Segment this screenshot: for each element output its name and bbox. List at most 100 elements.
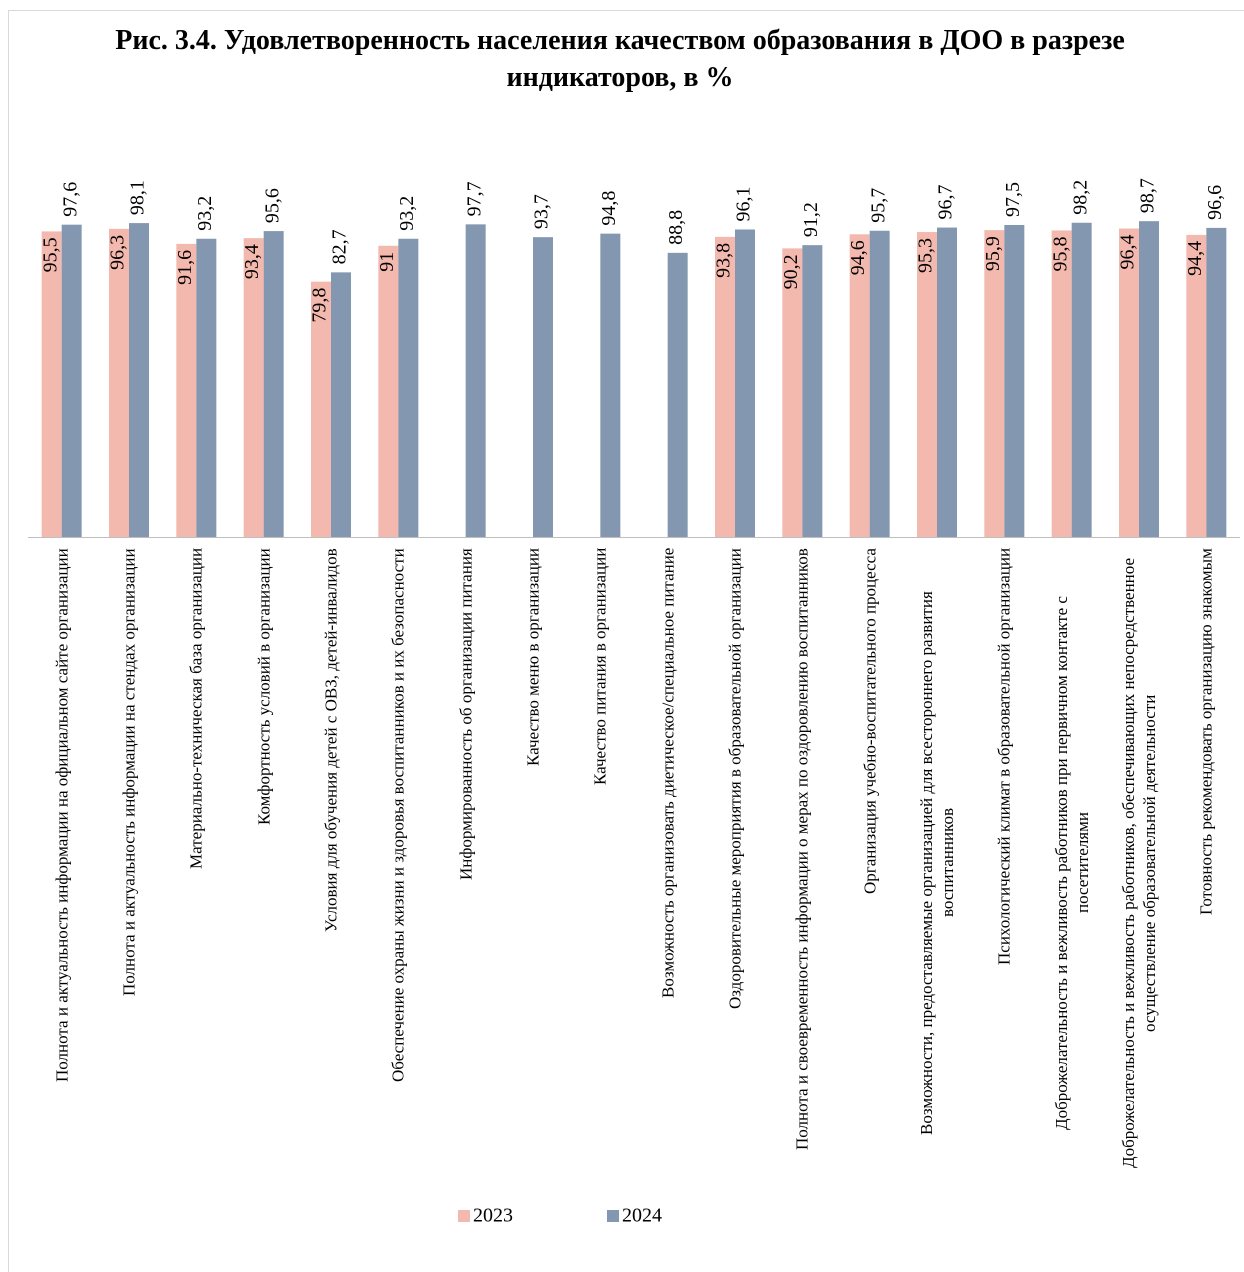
bar [243,238,264,537]
x-tick-label: Обеспечение охраны жизни и здоровья восп… [388,548,409,1178]
legend-swatch [607,1210,619,1222]
bar [1186,234,1207,538]
bar [1206,227,1227,537]
data-label: 91,6 [174,250,196,285]
data-label: 93,7 [531,194,553,229]
x-tick-label: Полнота и актуальность информации на сте… [119,548,140,1178]
bar [1139,221,1159,537]
data-label: 97,7 [463,181,485,216]
x-tick-label: Полнота и актуальность информации на офи… [51,548,72,1178]
x-tick-label: Готовность рекомендовать организацию зна… [1196,548,1217,1178]
x-tick-label-text: Доброжелательность и вежливость работник… [1119,557,1159,1169]
data-label: 97,5 [1002,182,1024,217]
bar [331,272,351,537]
x-tick-label-text: Качество питания в организации [590,548,610,786]
x-tick-label-text: Полнота и актуальность информации на сте… [119,548,139,996]
data-label: 95,9 [982,236,1004,271]
x-tick-label: Организация учебно-воспитательного проце… [859,548,880,1178]
x-tick-label-text: Комфортность условий в организации [254,548,274,825]
data-label: 93,2 [194,196,216,231]
data-label: 95,7 [867,188,889,223]
data-label: 98,2 [1069,180,1091,215]
data-label: 98,7 [1137,178,1159,213]
x-tick-label-text: Возможность организовать диетическое/спе… [658,548,678,999]
x-tick-label: Психологический климат в образовательной… [994,548,1015,1178]
bar [1119,228,1139,537]
x-tick-label: Качество меню в организации [523,548,544,1178]
bar [311,281,331,537]
data-label: 94,6 [847,240,869,275]
x-tick-label-text: Психологический климат в образовательной… [994,548,1014,966]
x-tick-label: Материально-техническая база организации [186,548,207,1178]
x-tick-label-text: Материально-техническая база организации [186,548,206,870]
bar [196,238,217,537]
legend-label: 2024 [622,1205,662,1227]
data-label: 91,2 [800,202,822,237]
bar [984,230,1005,537]
bar [41,231,62,537]
bar [129,223,149,537]
data-label: 94,4 [1184,241,1206,276]
x-tick-label: Информированность об организации питания [455,548,476,1178]
x-tick-label: Оздоровительные мероприятия в образовате… [725,548,746,1178]
data-label: 98,1 [127,180,149,215]
bar [61,224,82,537]
x-tick-label-text: Оздоровительные мероприятия в образовате… [725,548,745,1009]
chart-title: Рис. 3.4. Удовлетворенность населения ка… [115,25,1125,93]
data-label: 95,6 [261,188,283,223]
data-label: 82,7 [329,229,351,264]
x-tick-label: Возможность организовать диетическое/спе… [657,548,678,1178]
data-label: 90,2 [780,254,802,289]
bar [263,231,284,537]
x-tick-label-text: Условия для обучения детей с ОВЗ, детей-… [321,548,341,932]
x-tick-label: Доброжелательность и вежливость работник… [1118,548,1160,1178]
bar [849,234,870,537]
x-tick-label: Возможности, предоставляемые организацие… [916,548,958,1178]
data-label: 88,8 [665,210,687,245]
data-label: 96,7 [935,185,957,220]
bar [715,236,735,537]
data-label: 97,6 [59,182,81,217]
x-tick-label-text: Доброжелательность и вежливость работник… [1051,596,1092,1130]
bar [533,237,553,537]
data-label: 95,5 [39,237,61,272]
bar [869,230,890,537]
bar [109,228,129,537]
data-label: 79,8 [309,288,331,323]
legend-label: 2023 [473,1205,513,1227]
bar [937,227,957,537]
data-label: 93,8 [713,243,735,278]
bar [735,229,755,538]
bar [398,238,419,537]
bar [1051,230,1072,537]
x-tick-label-text: Полнота и актуальность информации на офи… [52,548,72,1082]
x-tick-label: Качество питания в организации [590,548,611,1178]
data-label: 94,8 [598,191,620,226]
chart-border [8,10,1244,1272]
data-label: 93,4 [241,244,263,279]
bar [917,232,937,538]
bar [802,245,823,537]
bar [600,233,621,537]
bar [1071,222,1092,537]
x-tick-label-text: Информированность об организации питания [456,548,476,880]
bar [782,248,803,538]
x-tick-label: Условия для обучения детей с ОВЗ, детей-… [321,548,342,1178]
x-tick-label: Полнота и своевременность информации о м… [792,548,813,1178]
x-tick-label-text: Обеспечение охраны жизни и здоровья восп… [388,548,408,1082]
data-label: 96,4 [1117,235,1139,270]
data-label: 93,2 [396,196,418,231]
data-label: 95,8 [1049,236,1071,271]
data-label: 96,3 [107,235,129,270]
data-label: 96,6 [1204,185,1226,220]
x-tick-label: Комфортность условий в организации [253,548,274,1178]
x-tick-label-text: Полнота и своевременность информации о м… [792,548,812,1150]
x-tick-label-text: Готовность рекомендовать организацию зна… [1196,548,1216,915]
bar [176,243,197,537]
data-label: 96,1 [733,186,755,221]
x-tick-label-text: Качество меню в организации [523,548,543,767]
bar [667,252,688,537]
bar [1004,225,1025,537]
data-label: 95,3 [915,238,937,273]
